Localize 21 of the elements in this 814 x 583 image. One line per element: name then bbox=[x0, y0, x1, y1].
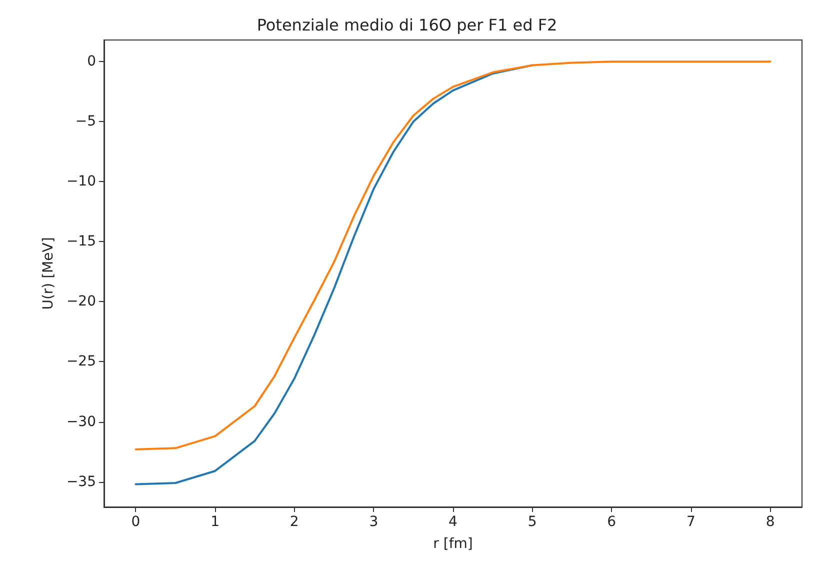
y-axis-title: U(r) [MeV] bbox=[40, 237, 57, 310]
y-tick-label: −25 bbox=[66, 354, 96, 370]
x-tick-label: 6 bbox=[607, 514, 616, 530]
y-tick-label: −10 bbox=[66, 174, 96, 190]
chart-title: Potenziale medio di 16O per F1 ed F2 bbox=[256, 16, 558, 34]
x-tick-label: 8 bbox=[766, 514, 775, 530]
y-tick-label: −35 bbox=[66, 474, 96, 490]
y-tick-label: −5 bbox=[75, 114, 96, 130]
y-tick-label: 0 bbox=[87, 54, 96, 70]
x-tick-label: 5 bbox=[528, 514, 537, 530]
x-tick-label: 4 bbox=[448, 514, 458, 530]
x-tick-label: 1 bbox=[210, 514, 220, 530]
line-series bbox=[134, 60, 772, 450]
y-tick-label: −20 bbox=[66, 294, 96, 310]
x-tick-label: 7 bbox=[686, 514, 696, 530]
y-tick-label: −30 bbox=[66, 414, 96, 430]
x-tick-label: 3 bbox=[369, 514, 378, 530]
x-axis-title: r [fm] bbox=[433, 536, 473, 552]
y-tick-label: −15 bbox=[66, 234, 96, 250]
x-tick-label: 0 bbox=[131, 514, 140, 530]
x-tick-label: 2 bbox=[290, 514, 299, 530]
